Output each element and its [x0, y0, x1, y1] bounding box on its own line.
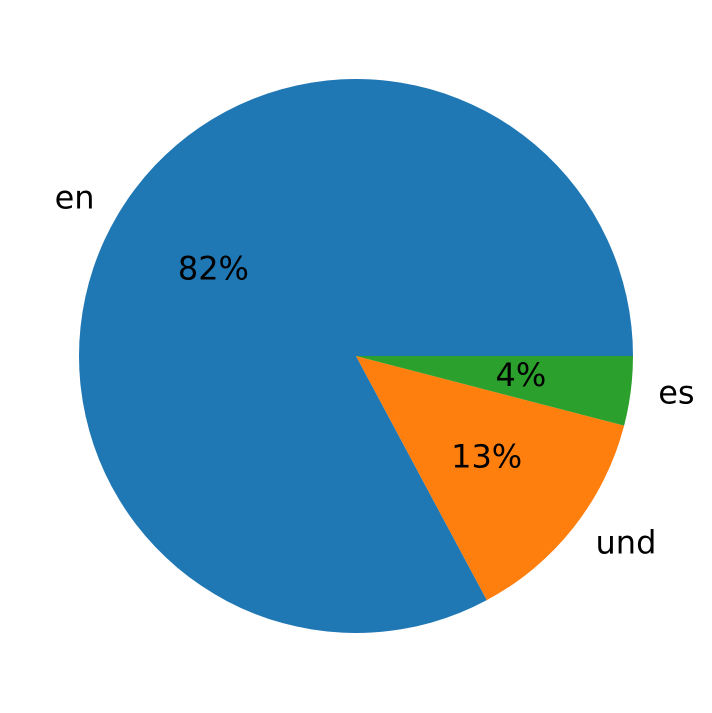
slice-label: en — [55, 178, 95, 216]
pie-slice — [356, 356, 633, 426]
slice-label: und — [596, 523, 657, 561]
percent-label: 13% — [451, 438, 522, 476]
slice-label: es — [658, 374, 694, 412]
percent-label: 4% — [495, 356, 546, 394]
percent-label: 82% — [178, 250, 249, 288]
pie-slice — [356, 356, 625, 601]
pie-slice — [79, 79, 633, 634]
